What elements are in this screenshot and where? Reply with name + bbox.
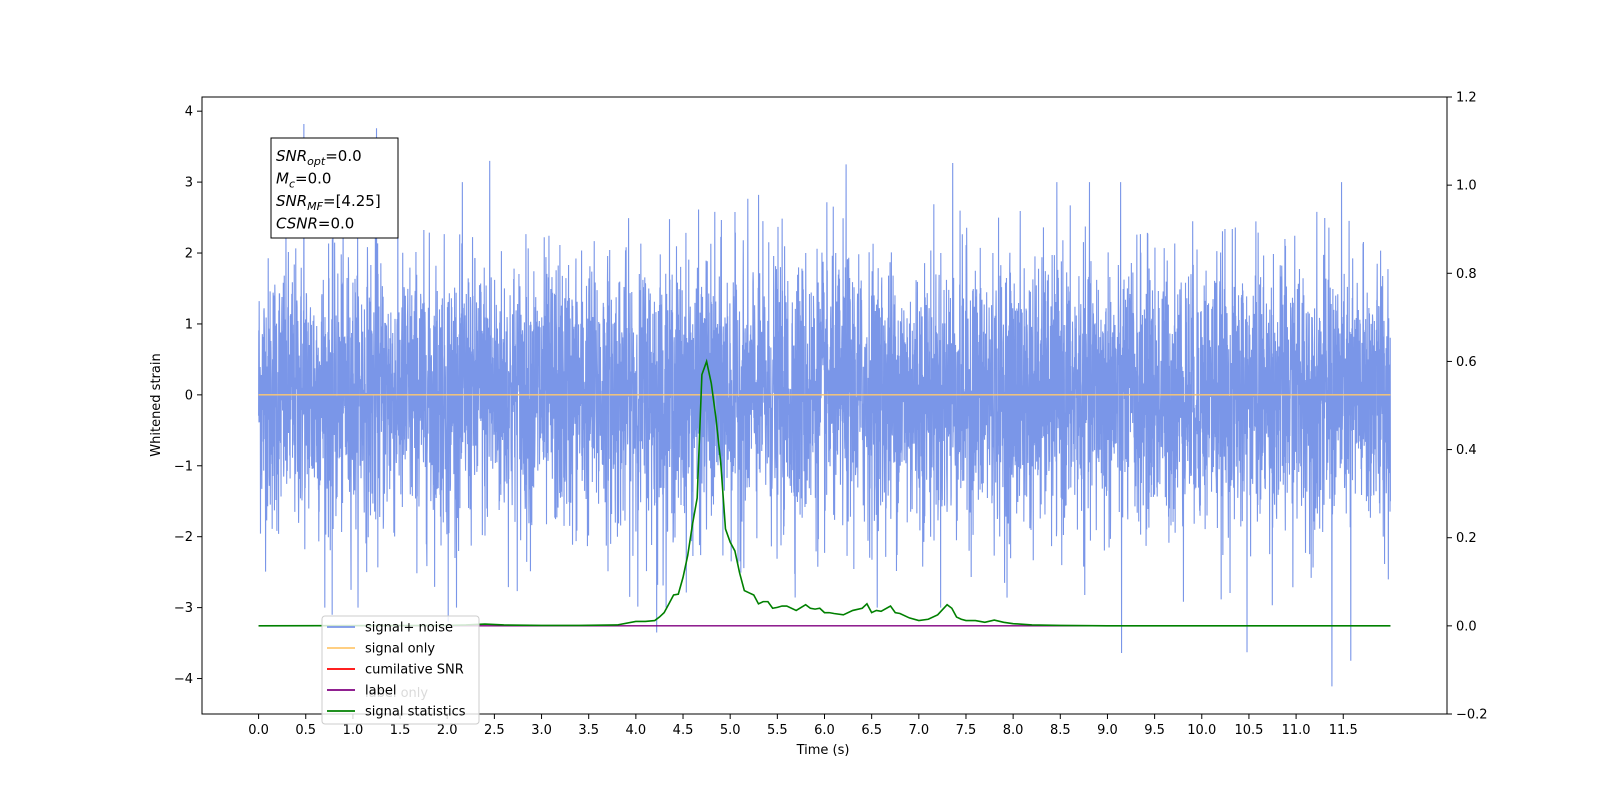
legend-label-cumilative-snr: cumilative SNR <box>365 663 464 678</box>
x-tick-label: 3.5 <box>578 723 599 738</box>
y-tick-label: 2 <box>185 247 193 262</box>
legend-label-signal-noise: signal+ noise <box>365 621 453 636</box>
legend-label-label: label <box>365 684 396 699</box>
x-tick-label: 6.5 <box>861 723 882 738</box>
y-tick-label: 3 <box>185 176 193 191</box>
x-tick-label: 2.0 <box>437 723 458 738</box>
x-tick-label: 0.5 <box>295 723 316 738</box>
x-tick-label: 8.5 <box>1050 723 1071 738</box>
legend: label only signal+ noise signal only cumila… <box>321 615 480 725</box>
series-layer <box>258 123 1391 687</box>
x-tick-label: 8.0 <box>1003 723 1024 738</box>
series-signal-noise-line <box>258 123 1391 687</box>
y-axis-label: Whitened strain <box>149 353 164 456</box>
x-tick-label: 10.0 <box>1187 723 1216 738</box>
y-right-tick-label: 0.4 <box>1456 443 1477 458</box>
x-tick-label: 9.5 <box>1144 723 1165 738</box>
x-tick-label: 5.5 <box>767 723 788 738</box>
x-tick-label: 9.0 <box>1097 723 1118 738</box>
x-axis-label: Time (s) <box>796 743 850 758</box>
x-tick-label: 4.5 <box>673 723 694 738</box>
y-tick-label: −2 <box>174 530 193 545</box>
y-right-tick-label: 0.8 <box>1456 267 1477 282</box>
annotation-line: CSNR=0.0 <box>276 215 354 233</box>
y-right-tick-label: −0.2 <box>1456 708 1488 723</box>
annotation-line: SNRopt=0.0 <box>276 147 362 168</box>
y-tick-label: −1 <box>174 459 193 474</box>
y-tick-label: −3 <box>174 601 193 616</box>
y-right-tick-label: 0.6 <box>1456 355 1477 370</box>
y-axis-left-ticks: 4 3 2 1 0 −1 −2 −3 −4 <box>174 105 202 687</box>
x-tick-label: 11.0 <box>1282 723 1311 738</box>
annotation-line: Mc=0.0 <box>276 170 331 191</box>
series-signal-statistics-line <box>258 358 1391 627</box>
y-axis-right-ticks: 1.2 1.0 0.8 0.6 0.4 0.2 0.0 −0.2 <box>1447 91 1488 723</box>
legend-frame <box>321 615 480 725</box>
x-tick-label: 5.0 <box>720 723 741 738</box>
y-tick-label: 1 <box>185 317 193 332</box>
x-tick-label: 4.0 <box>626 723 647 738</box>
y-right-tick-label: 0.0 <box>1456 619 1477 634</box>
legend-label-signal-statistics: signal statistics <box>365 705 466 720</box>
y-right-tick-label: 1.0 <box>1456 179 1477 194</box>
x-tick-label: 11.5 <box>1329 723 1358 738</box>
legend-label-ghost: label only <box>365 686 428 701</box>
y-right-tick-label: 1.2 <box>1456 91 1477 106</box>
y-right-tick-label: 0.2 <box>1456 531 1477 546</box>
x-tick-label: 3.0 <box>531 723 552 738</box>
x-axis-ticks: 0.0 0.5 1.0 1.5 2.0 2.5 3.0 3.5 4.0 4.5 5.0 5.5 6.0 6… <box>248 714 1358 738</box>
x-tick-label: 7.5 <box>956 723 977 738</box>
x-tick-label: 6.0 <box>814 723 835 738</box>
x-tick-label: 10.5 <box>1234 723 1263 738</box>
annotation-frame <box>270 137 399 239</box>
y-tick-label: 0 <box>185 388 193 403</box>
x-tick-label: 1.0 <box>343 723 364 738</box>
annotation-line: SNRMF=[4.25] <box>276 192 381 213</box>
x-tick-label: 0.0 <box>248 723 269 738</box>
x-tick-label: 1.5 <box>390 723 411 738</box>
legend-label-signal-only: signal only <box>365 642 435 657</box>
y-tick-label: −4 <box>174 672 193 687</box>
x-tick-label: 7.0 <box>908 723 929 738</box>
x-tick-label: 2.5 <box>484 723 505 738</box>
y-tick-label: 4 <box>185 105 193 120</box>
